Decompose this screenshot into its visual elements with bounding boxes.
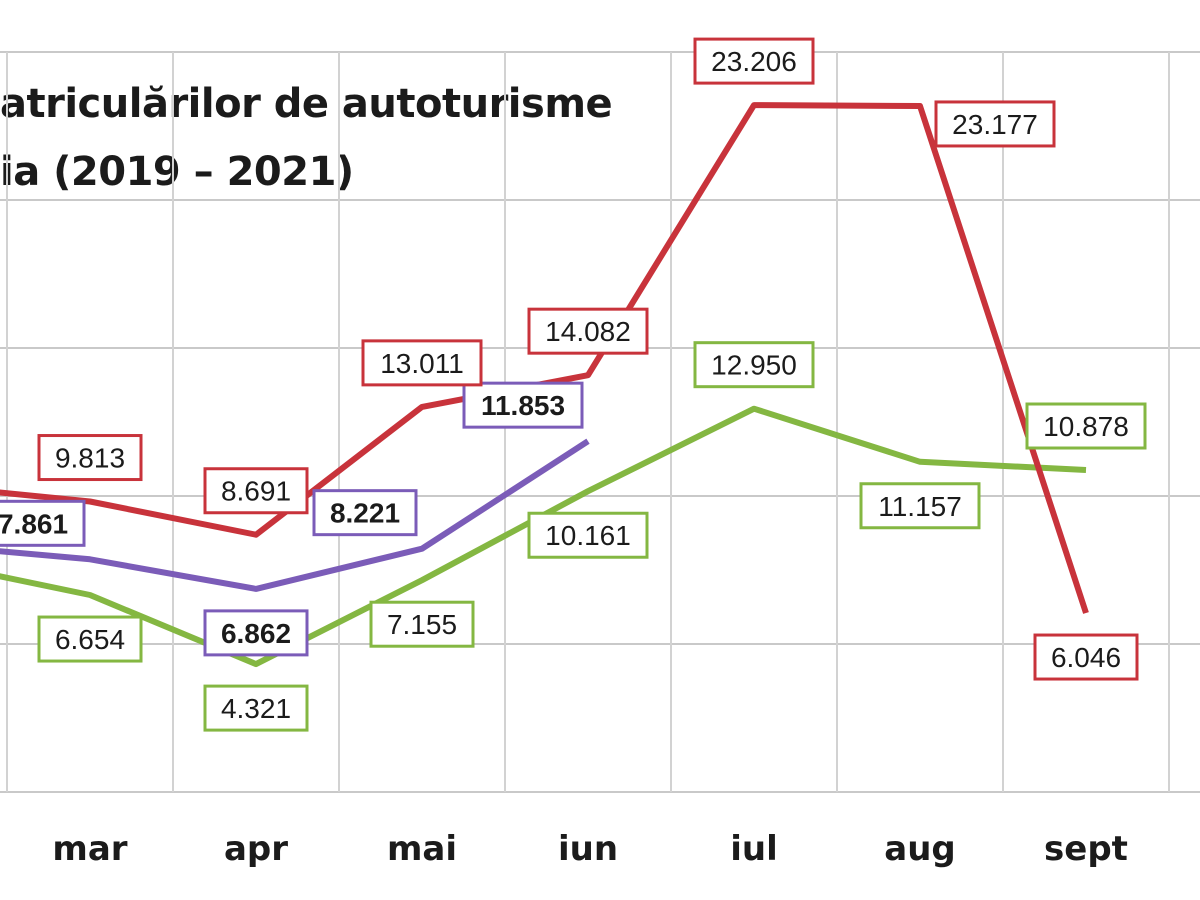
data-label-box [203, 609, 309, 657]
data-label-text: 9.813 [55, 443, 125, 474]
chart-title-line-1: atriculărilor de autoturisme [0, 81, 613, 127]
data-label-text: 4.321 [221, 693, 291, 724]
data-label-text: 23.206 [711, 46, 797, 77]
data-label-text: 10.161 [545, 520, 631, 551]
data-label-text: 12.950 [711, 350, 797, 381]
data-label-box [462, 381, 584, 429]
data-label-green: 11.157 [859, 482, 981, 530]
data-label-box [527, 511, 649, 559]
data-label-text: 8.221 [330, 498, 400, 529]
data-label-red: 13.011 [361, 339, 483, 387]
chart-title-line-2: ia (2019 – 2021) [0, 149, 354, 195]
data-label-green: 10.161 [527, 511, 649, 559]
data-label-box [203, 467, 309, 515]
x-axis-labels: mar apr mai iun iul aug sept [52, 829, 1128, 869]
data-label-box [203, 684, 309, 732]
x-tick-label: sept [1044, 829, 1128, 869]
data-label-text: 11.853 [481, 390, 565, 421]
data-label-red: 9.813 [37, 434, 143, 482]
data-label-purple: 8.221 [312, 489, 418, 537]
data-label-text: 23.177 [952, 109, 1038, 140]
data-label-box [693, 341, 815, 389]
chart-title: atriculărilor de autoturisme ia (2019 – … [0, 70, 613, 206]
data-label-green: 12.950 [693, 341, 815, 389]
data-label-box [859, 482, 981, 530]
data-label-text: 11.157 [878, 491, 962, 522]
data-label-red: 14.082 [527, 307, 649, 355]
data-label-green: 6.654 [37, 615, 143, 663]
series-line-green [0, 405, 1087, 668]
data-label-red: 8.691 [203, 467, 309, 515]
data-label-text: 10.878 [1043, 411, 1129, 442]
data-label-red: 23.177 [934, 100, 1056, 148]
data-label-red: 6.046 [1033, 633, 1139, 681]
data-label-purple: 7.861 [0, 499, 86, 547]
data-label-green: 10.878 [1025, 402, 1147, 450]
data-label-box [934, 100, 1056, 148]
data-label-box [369, 600, 475, 648]
data-label-box [693, 37, 815, 85]
x-tick-label: mai [387, 829, 457, 869]
data-label-text: 13.011 [380, 348, 464, 379]
data-label-purple: 11.853 [462, 381, 584, 429]
data-label-text: 6.046 [1051, 642, 1121, 673]
x-tick-label: aug [884, 829, 956, 869]
data-label-green: 7.155 [369, 600, 475, 648]
x-tick-label: iul [730, 829, 778, 869]
data-label-text: 7.155 [387, 609, 457, 640]
data-label-text: 7.861 [0, 508, 68, 539]
data-labels: 6.654 4.321 7.155 10.161 12.950 11.157 10.878 7… [0, 37, 1147, 732]
data-label-box [0, 499, 86, 547]
x-tick-label: apr [224, 829, 288, 869]
data-label-text: 8.691 [221, 476, 291, 507]
data-label-box [1025, 402, 1147, 450]
data-label-box [312, 489, 418, 537]
data-label-box [361, 339, 483, 387]
data-label-text: 14.082 [545, 316, 631, 347]
data-label-box [37, 434, 143, 482]
grid [0, 51, 1200, 793]
data-label-text: 6.654 [55, 624, 125, 655]
x-tick-label: mar [52, 829, 127, 869]
data-label-red: 23.206 [693, 37, 815, 85]
x-tick-label: iun [558, 829, 618, 869]
series-line-purple [0, 438, 590, 592]
data-label-green: 4.321 [203, 684, 309, 732]
data-label-purple: 6.862 [203, 609, 309, 657]
data-label-box [1033, 633, 1139, 681]
data-label-box [37, 615, 143, 663]
data-label-text: 6.862 [221, 618, 291, 649]
data-label-box [527, 307, 649, 355]
